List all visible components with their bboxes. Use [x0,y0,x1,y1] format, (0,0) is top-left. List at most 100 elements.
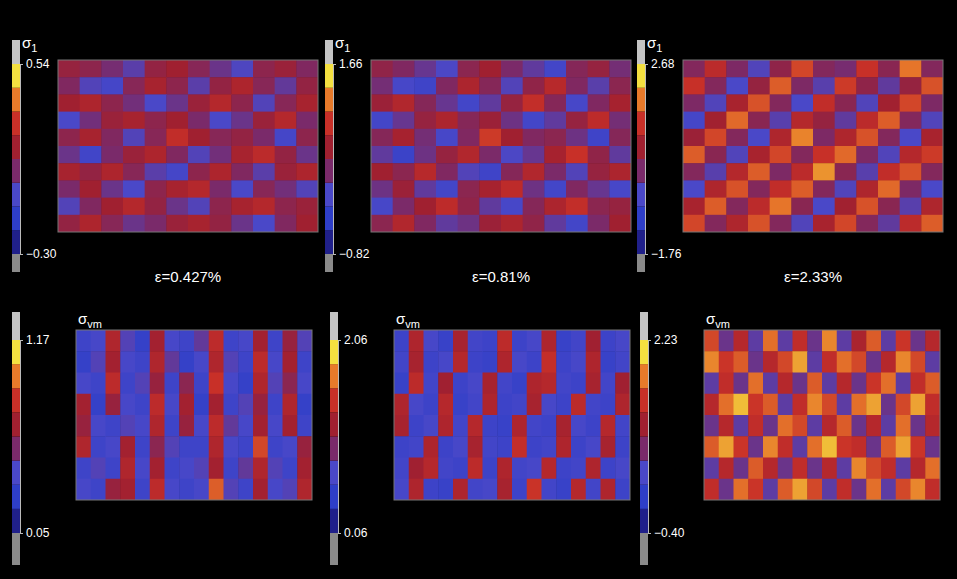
heatmap-cell [896,394,911,416]
heatmap-cell [371,77,393,95]
heatmap-cell [283,479,298,500]
heatmap-cell [409,373,424,395]
colorbar-tick-label: 1.17 [26,333,50,347]
heatmap-cell [479,180,501,198]
heatmap-cell [726,180,748,198]
title-subscript: vm [87,318,102,330]
heatmap-cell [453,436,468,458]
heatmap-cell [748,146,770,164]
colorbar-cap [637,40,645,64]
heatmap-cell [296,146,318,164]
heatmap-cell [925,351,940,373]
colorbar-tick: 2.68 [645,57,675,71]
heatmap-cell [371,215,393,232]
heatmap-cell [571,458,586,480]
heatmap-cell [371,163,393,181]
heatmap-cell [80,77,102,95]
heatmap-cell [852,373,867,395]
heatmap-cell [542,330,557,352]
heatmap-cell [231,215,253,232]
colorbar: −0.402.23 [640,312,685,565]
colorbar-tick: −0.40 [648,526,685,540]
heatmap-cell [512,415,527,437]
colorbar-tick: 0.06 [338,526,368,540]
heatmap-cell [150,479,165,500]
heatmap-cell [231,163,253,181]
heatmap-cell [527,351,542,373]
heatmap-cell [436,129,458,147]
heatmap-cell [91,458,106,480]
heatmap-cell [409,436,424,458]
colorbar-segment [12,340,20,364]
heatmap-cell [483,373,498,395]
heatmap-cell [921,94,943,112]
colorbar-tick-label: −0.82 [339,247,370,261]
heatmap-cell [165,479,180,500]
heatmap-cell [210,146,232,164]
heatmap-cell [58,94,80,112]
colorbar-segment [640,388,648,412]
colorbar-axis-line [21,65,24,255]
heatmap-cell [80,112,102,130]
heatmap-cell [791,77,813,95]
colorbar: 0.062.06 [330,312,368,565]
heatmap-cell [209,330,224,352]
heatmap-cell [483,479,498,500]
heatmap-cell [275,163,297,181]
heatmap-cell [188,112,210,130]
heatmap-cell [253,180,275,198]
heatmap-cell [726,198,748,216]
heatmap-cell [120,479,135,500]
heatmap-cell [881,436,896,458]
heatmap-cell [371,112,393,130]
heatmap-cell [791,163,813,181]
heatmap-cell [188,77,210,95]
heatmap-cell [921,146,943,164]
heatmap-cell [436,77,458,95]
heatmap-cell [194,330,209,352]
heatmap-cell [778,351,793,373]
heatmap-cell [556,458,571,480]
heatmap-cell [822,436,837,458]
colorbar-tick-label: 1.66 [339,57,363,71]
heatmap-cell [523,163,545,181]
panel: 0.062.06σvm [330,310,631,565]
heatmap-cell [719,330,734,352]
heatmap-cell [275,146,297,164]
heatmap-cell [734,415,749,437]
heatmap-cell [763,458,778,480]
heatmap-cell [793,394,808,416]
panel: −0.402.23σvm [640,310,941,565]
heatmap-cell [911,330,926,352]
heatmap-cell [705,60,727,78]
heatmap-cell [479,198,501,216]
heatmap-cell [791,180,813,198]
heatmap-cell [80,215,102,232]
heatmap-cell [76,373,91,395]
heatmap-cell [527,415,542,437]
heatmap-cell [813,215,835,232]
colorbar-axis: 0.051.17 [20,333,50,540]
heatmap-cell [925,415,940,437]
heatmap-cell [835,129,857,147]
heatmap-cell [609,198,631,216]
heatmap-cell [458,129,480,147]
heatmap-cell [210,198,232,216]
colorbar-segment [325,230,333,254]
heatmap-cell [813,77,835,95]
heatmap-cell [91,479,106,500]
heatmap-cell [394,458,409,480]
heatmap-cell [409,415,424,437]
heatmap-cell [588,129,610,147]
title-subscript: 1 [31,42,37,54]
heatmap-cell [231,112,253,130]
colorbar-cap [325,254,333,272]
heatmap-cell [852,330,867,352]
heatmap-cell [80,146,102,164]
colorbar-tick: −1.76 [645,247,682,261]
heatmap-cell [238,479,253,500]
heatmap-cell [253,351,268,373]
heatmap-cell [394,415,409,437]
heatmap-cell [394,436,409,458]
heatmap-cell [527,436,542,458]
